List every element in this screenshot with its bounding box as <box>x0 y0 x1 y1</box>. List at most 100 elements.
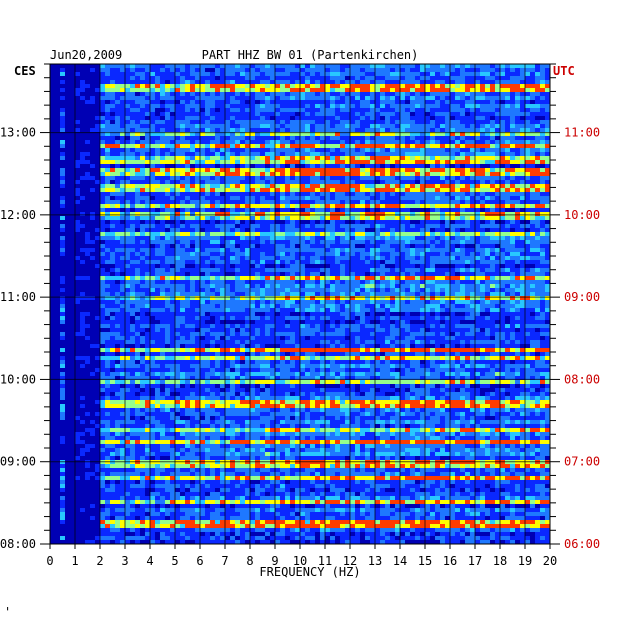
heat-cell <box>380 268 385 272</box>
heat-cell <box>150 76 155 80</box>
heat-cell <box>210 108 215 112</box>
heat-cell <box>305 192 310 196</box>
heat-cell <box>150 188 155 192</box>
heat-cell <box>420 92 425 96</box>
heat-cell <box>375 148 380 152</box>
heat-cell <box>455 84 460 88</box>
heat-cell <box>90 216 95 220</box>
heat-cell <box>265 280 270 284</box>
heat-cell <box>240 124 245 128</box>
heat-cell <box>485 192 490 196</box>
heat-cell <box>300 136 305 140</box>
heat-cell <box>405 84 410 88</box>
heat-cell <box>370 200 375 204</box>
heat-cell <box>535 144 540 148</box>
heat-cell <box>365 72 370 76</box>
heat-cell <box>140 264 145 268</box>
heat-cell <box>460 116 465 120</box>
heat-cell <box>175 124 180 128</box>
heat-cell <box>460 68 465 72</box>
heat-cell <box>500 240 505 244</box>
heat-cell <box>425 80 430 84</box>
heat-cell <box>255 80 260 84</box>
heat-cell <box>350 100 355 104</box>
heat-cell <box>525 256 530 260</box>
heat-cell <box>370 268 375 272</box>
heat-cell <box>530 160 535 164</box>
heat-cell <box>320 276 325 280</box>
heat-cell <box>250 168 255 172</box>
heat-cell <box>495 196 500 200</box>
heat-cell <box>75 220 80 224</box>
heat-cell <box>300 224 305 228</box>
heat-cell <box>160 272 165 276</box>
heat-cell <box>285 184 290 188</box>
heat-cell <box>395 112 400 116</box>
heat-cell <box>410 152 415 156</box>
heat-cell <box>530 116 535 120</box>
heat-cell <box>225 116 230 120</box>
heat-cell <box>315 116 320 120</box>
heat-cell <box>365 184 370 188</box>
heat-cell <box>470 212 475 216</box>
heat-cell <box>490 232 495 236</box>
heat-cell <box>465 68 470 72</box>
heat-cell <box>185 204 190 208</box>
heat-cell <box>375 212 380 216</box>
heat-cell <box>525 160 530 164</box>
heat-cell <box>60 124 65 128</box>
heat-cell <box>460 88 465 92</box>
heat-cell <box>125 180 130 184</box>
heat-cell <box>295 204 300 208</box>
heat-cell <box>245 268 250 272</box>
heat-cell <box>520 192 525 196</box>
heat-cell <box>180 148 185 152</box>
heat-cell <box>495 156 500 160</box>
heat-cell <box>355 268 360 272</box>
heat-cell <box>150 80 155 84</box>
heat-cell <box>500 116 505 120</box>
heat-cell <box>390 280 395 284</box>
heat-cell <box>220 212 225 216</box>
heat-cell <box>420 176 425 180</box>
heat-cell <box>540 168 545 172</box>
heat-cell <box>195 252 200 256</box>
heat-cell <box>265 240 270 244</box>
heat-cell <box>185 92 190 96</box>
heat-cell <box>470 136 475 140</box>
heat-cell <box>410 160 415 164</box>
heat-cell <box>190 240 195 244</box>
heat-cell <box>525 232 530 236</box>
heat-cell <box>235 96 240 100</box>
heat-cell <box>295 240 300 244</box>
heat-cell <box>105 96 110 100</box>
heat-cell <box>410 276 415 280</box>
heat-cell <box>520 232 525 236</box>
heat-cell <box>135 212 140 216</box>
heat-cell <box>495 216 500 220</box>
heat-cell <box>525 156 530 160</box>
heat-cell <box>315 284 320 288</box>
heat-cell <box>330 228 335 232</box>
heat-cell <box>425 160 430 164</box>
heat-cell <box>390 180 395 184</box>
heat-cell <box>190 136 195 140</box>
heat-cell <box>125 228 130 232</box>
heat-cell <box>360 72 365 76</box>
heat-cell <box>205 124 210 128</box>
heat-cell <box>410 132 415 136</box>
heat-cell <box>365 268 370 272</box>
heat-cell <box>300 184 305 188</box>
heat-cell <box>345 80 350 84</box>
heat-cell <box>170 168 175 172</box>
heat-cell <box>300 268 305 272</box>
heat-cell <box>480 256 485 260</box>
heat-cell <box>400 176 405 180</box>
heat-cell <box>320 220 325 224</box>
heat-cell <box>265 148 270 152</box>
heat-cell <box>160 112 165 116</box>
heat-cell <box>220 140 225 144</box>
heat-cell <box>245 272 250 276</box>
heat-cell <box>505 148 510 152</box>
heat-cell <box>160 236 165 240</box>
